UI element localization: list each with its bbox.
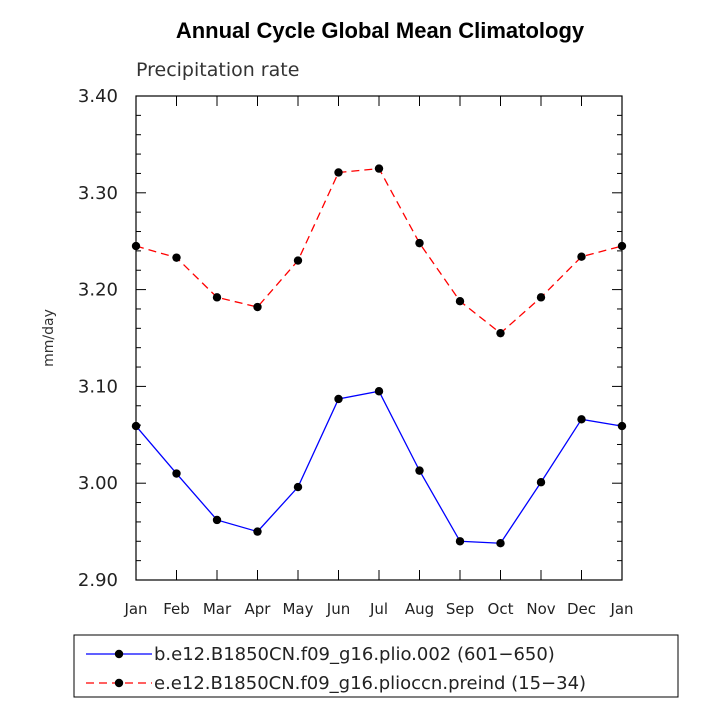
- data-point: [293, 256, 303, 265]
- data-point: [253, 527, 262, 536]
- data-point: [334, 394, 343, 404]
- data-point: [212, 515, 222, 525]
- x-tick-label: Jan: [123, 600, 147, 618]
- data-point: [131, 241, 141, 251]
- data-point: [617, 241, 627, 251]
- series-layer: [131, 164, 627, 548]
- data-point: [415, 238, 424, 248]
- x-tick-label: May: [282, 600, 313, 618]
- y-axis-label: mm/day: [41, 309, 57, 367]
- chart-title: Annual Cycle Global Mean Climatology: [176, 18, 585, 43]
- data-point: [577, 415, 586, 424]
- data-point: [577, 252, 586, 261]
- x-tick-label: Apr: [245, 600, 272, 618]
- data-point: [496, 328, 505, 338]
- data-point: [455, 297, 465, 306]
- y-tick-label: 3.40: [78, 86, 118, 107]
- legend-marker: [114, 649, 124, 659]
- x-tick-label: Dec: [567, 600, 596, 618]
- data-point: [131, 421, 141, 431]
- data-point: [334, 168, 343, 177]
- data-point: [536, 293, 546, 302]
- legend-label: b.e12.B1850CN.f09_g16.plio.002 (601−650): [154, 644, 555, 665]
- data-point: [617, 421, 627, 431]
- x-tick-label: Aug: [405, 600, 434, 618]
- x-tick-label: Jun: [326, 600, 350, 618]
- y-tick-label: 2.90: [78, 570, 118, 591]
- data-point: [253, 302, 262, 312]
- series-line: [135, 167, 623, 335]
- data-point: [374, 164, 384, 173]
- y-tick-label: 3.00: [78, 473, 118, 494]
- data-point: [172, 253, 181, 262]
- y-axis: 2.90 3.00 3.10 3.20 3.30 3.40: [78, 86, 622, 591]
- x-tick-label: Oct: [488, 600, 514, 618]
- legend: b.e12.B1850CN.f09_g16.plio.002 (601−650)…: [86, 644, 586, 694]
- series-line: [135, 390, 623, 544]
- x-tick-label: Nov: [526, 600, 555, 618]
- y-tick-label: 3.20: [78, 280, 118, 301]
- x-tick-label: Jul: [369, 600, 388, 618]
- data-point: [212, 293, 222, 302]
- legend-marker: [114, 678, 124, 688]
- data-point: [415, 466, 424, 475]
- x-axis: Jan Feb Mar Apr May Jun Jul Aug Sep Oct Nov Dec Jan: [123, 96, 634, 618]
- x-tick-label: Feb: [163, 600, 190, 618]
- data-point: [172, 469, 181, 478]
- data-point: [536, 478, 546, 487]
- legend-label: e.e12.B1850CN.f09_g16.plioccn.preind (15…: [154, 673, 586, 694]
- data-point: [496, 539, 505, 548]
- x-tick-label: Jan: [609, 600, 633, 618]
- data-point: [374, 387, 384, 396]
- x-tick-label: Sep: [446, 600, 474, 618]
- series-1: [131, 387, 627, 548]
- x-tick-label: Mar: [203, 600, 232, 618]
- data-point: [455, 537, 465, 546]
- data-point: [293, 482, 303, 492]
- y-tick-label: 3.10: [78, 376, 118, 397]
- chart-subtitle: Precipitation rate: [136, 59, 299, 81]
- legend-box: [73, 634, 679, 698]
- y-tick-label: 3.30: [78, 183, 118, 204]
- series-2: [131, 164, 627, 338]
